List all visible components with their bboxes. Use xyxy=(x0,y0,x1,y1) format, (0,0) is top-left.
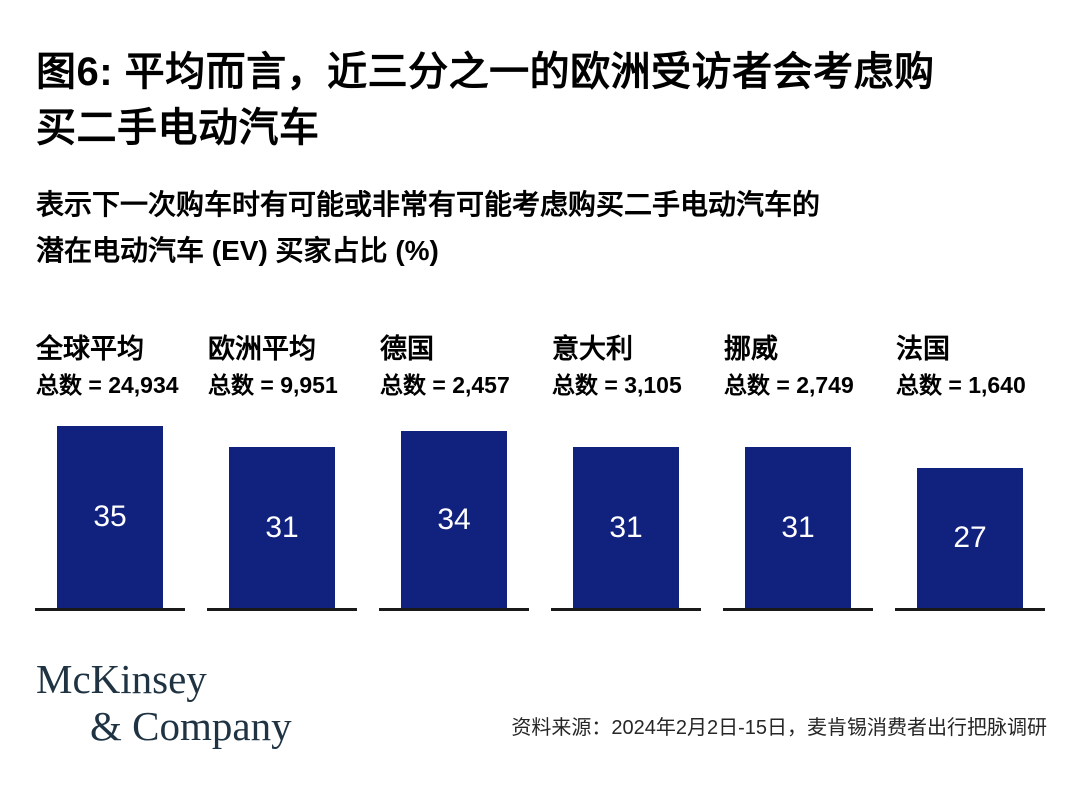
bar: 27 xyxy=(917,468,1023,608)
bar-baseline: 35 xyxy=(35,417,185,611)
figure-title-line1: 图6: 平均而言，近三分之一的欧洲受访者会考虑购 xyxy=(36,50,935,94)
sample-size-label: 总数 = 2,457 xyxy=(380,372,510,398)
figure-subtitle-line2: 潜在电动汽车 (EV) 买家占比 (%) xyxy=(36,235,439,266)
category-label: 全球平均 xyxy=(36,334,144,364)
mckinsey-logo-line1: McKinsey xyxy=(36,656,207,702)
chart-column-germany: 德国 总数 = 2,457 34 xyxy=(379,333,529,611)
mckinsey-logo-line2: & Company xyxy=(90,703,292,749)
source-note: 资料来源：2024年2月2日-15日，麦肯锡消费者出行把脉调研 xyxy=(511,717,1047,739)
bar-chart: 全球平均 总数 = 24,934 35 欧洲平均 总数 = 9,951 31 德… xyxy=(35,333,1045,611)
bar-baseline: 31 xyxy=(207,417,357,611)
category-label: 法国 xyxy=(896,334,950,364)
figure-subtitle-line1: 表示下一次购车时有可能或非常有可能考虑购买二手电动汽车的 xyxy=(36,189,821,220)
bar-value-label: 34 xyxy=(437,502,471,536)
bar: 31 xyxy=(573,447,679,608)
bar-value-label: 31 xyxy=(265,510,299,544)
sample-size-label: 总数 = 9,951 xyxy=(208,372,338,398)
chart-column-global-average: 全球平均 总数 = 24,934 35 xyxy=(35,333,185,611)
bar-baseline: 31 xyxy=(723,417,873,611)
bar-value-label: 35 xyxy=(93,500,127,533)
sample-size-label: 总数 = 1,640 xyxy=(896,372,1026,398)
category-label: 挪威 xyxy=(724,334,778,364)
sample-size-label: 总数 = 24,934 xyxy=(36,372,179,398)
chart-column-norway: 挪威 总数 = 2,749 31 xyxy=(723,333,873,611)
bar-baseline: 34 xyxy=(379,417,529,611)
bar: 31 xyxy=(745,447,851,608)
bar-value-label: 31 xyxy=(609,510,643,544)
sample-size-label: 总数 = 3,105 xyxy=(552,372,682,398)
bar-value-label: 27 xyxy=(953,521,987,554)
sample-size-label: 总数 = 2,749 xyxy=(724,372,854,398)
category-label: 欧洲平均 xyxy=(208,334,316,364)
bar-value-label: 31 xyxy=(781,510,815,544)
bar-baseline: 31 xyxy=(551,417,701,611)
bar-baseline: 27 xyxy=(895,417,1045,611)
mckinsey-logo: McKinsey & Company xyxy=(36,656,292,750)
figure-title: 图6: 平均而言，近三分之一的欧洲受访者会考虑购 买二手电动汽车 xyxy=(36,44,1046,156)
bar: 34 xyxy=(401,431,507,608)
category-label: 德国 xyxy=(380,334,434,364)
category-label: 意大利 xyxy=(552,334,633,364)
figure-title-line2: 买二手电动汽车 xyxy=(36,106,320,150)
chart-column-france: 法国 总数 = 1,640 27 xyxy=(895,333,1045,611)
bar: 35 xyxy=(57,426,163,608)
figure-subtitle: 表示下一次购车时有可能或非常有可能考虑购买二手电动汽车的 潜在电动汽车 (EV)… xyxy=(36,182,1046,274)
bar: 31 xyxy=(229,447,335,608)
chart-column-europe-average: 欧洲平均 总数 = 9,951 31 xyxy=(207,333,357,611)
chart-column-italy: 意大利 总数 = 3,105 31 xyxy=(551,333,701,611)
